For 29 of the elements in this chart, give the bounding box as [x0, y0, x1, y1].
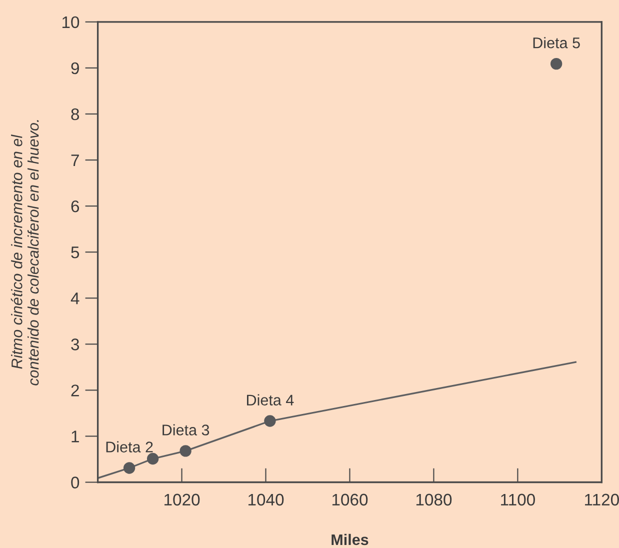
data-label: Dieta 4: [247, 394, 294, 406]
y-tick-label: 1: [72, 430, 79, 442]
data-label: Dieta 2: [106, 441, 153, 452]
point: [180, 445, 192, 457]
y-tick-label: 10: [62, 16, 80, 28]
point: [146, 452, 159, 465]
y-tick-label: 6: [71, 200, 80, 212]
x-tick-label: 1060: [332, 494, 368, 506]
x-tick-label: 1100: [501, 494, 535, 506]
y-tick-label: 0: [71, 476, 80, 488]
y-tick-label: 3: [71, 338, 80, 350]
line-series: [98, 361, 576, 479]
y-tick-label: 7: [71, 154, 79, 166]
point: [550, 58, 562, 70]
y-tick-label: 9: [71, 62, 79, 74]
x-tick-label: 1080: [416, 494, 452, 506]
y-tick-label: 4: [70, 292, 80, 304]
x-tick-label: 1020: [164, 494, 200, 506]
x-tick-label: 1120: [585, 494, 619, 506]
x-tick-label: 1040: [248, 494, 284, 506]
x-axis-title: Miles: [332, 534, 368, 546]
y-tick-label: 8: [71, 108, 80, 120]
y-axis-title: Ritmo cinético de incremento en el contenido de colecalciferol en el huevo.: [10, 120, 39, 386]
y-tick-label: 2: [71, 384, 79, 396]
y-tick-label: 5: [71, 246, 80, 258]
data-label: Dieta 5: [533, 37, 580, 48]
point: [123, 462, 136, 474]
point: [264, 415, 276, 427]
data-label: Dieta 3: [162, 424, 210, 436]
